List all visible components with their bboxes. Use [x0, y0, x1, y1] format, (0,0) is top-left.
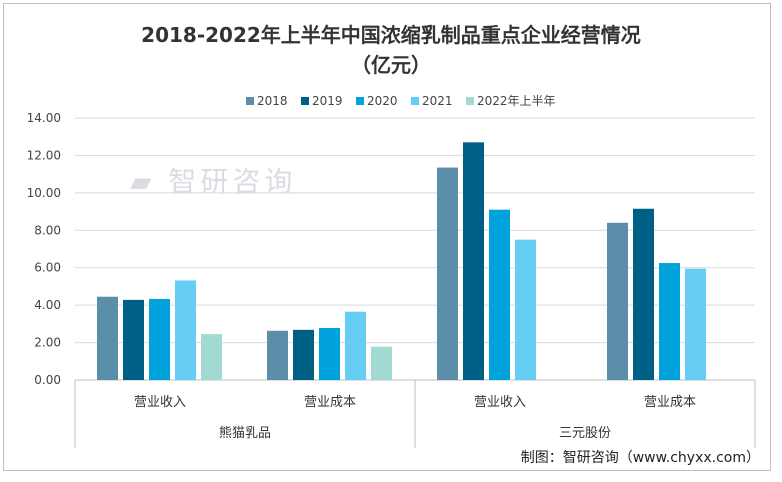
- watermark-logo: ▰ 智研咨询: [130, 165, 297, 198]
- legend-swatch: [246, 97, 254, 105]
- category-label: 营业成本: [304, 395, 356, 410]
- category-label: 营业收入: [134, 395, 186, 410]
- bar-2018-1: [267, 330, 288, 380]
- y-tick-label: 14.00: [27, 111, 61, 125]
- subtitle-text: （亿元）: [351, 53, 431, 77]
- group-label: 熊猫乳品: [219, 425, 271, 441]
- bar-2020-1: [319, 327, 340, 380]
- y-tick-label: 10.00: [27, 186, 61, 200]
- bar-2021-1: [345, 311, 366, 380]
- legend-label: 2020: [367, 94, 398, 108]
- legend-swatch: [466, 97, 474, 105]
- bar-2019-1: [293, 329, 314, 380]
- bar-2018-3: [607, 222, 628, 380]
- bar-2020-0: [149, 298, 170, 380]
- legend-label: 2018: [257, 94, 288, 108]
- legend-swatch: [411, 97, 419, 105]
- bar-2019-2: [463, 142, 484, 380]
- y-tick-label: 12.00: [27, 148, 61, 162]
- legend-label: 2022年上半年: [477, 94, 556, 108]
- chart-border: [3, 3, 771, 471]
- y-tick-label: 6.00: [34, 261, 61, 275]
- legend-swatch: [356, 97, 364, 105]
- y-tick-label: 2.00: [34, 336, 61, 350]
- bar-2018-2: [437, 167, 458, 380]
- legend-swatch: [301, 97, 309, 105]
- bar-2021-0: [175, 280, 196, 380]
- y-tick-label: 8.00: [34, 223, 61, 237]
- chart-title: 2018-2022年上半年中国浓缩乳制品重点企业经营情况 （亿元）: [0, 20, 782, 80]
- bar-2021-3: [685, 268, 706, 380]
- legend-label: 2021: [422, 94, 453, 108]
- legend-label: 2019: [312, 94, 343, 108]
- bar-2020-3: [659, 263, 680, 380]
- category-label: 营业收入: [474, 395, 526, 410]
- y-tick-label: 0.00: [34, 373, 61, 387]
- y-tick-label: 4.00: [34, 298, 61, 312]
- bar-2019-3: [633, 208, 654, 380]
- bar-2022年上半年-0: [201, 334, 222, 380]
- bar-2019-0: [123, 299, 144, 380]
- bar-2018-0: [97, 296, 118, 380]
- title-text: 2018-2022年上半年中国浓缩乳制品重点企业经营情况: [141, 23, 641, 47]
- bar-2021-2: [515, 239, 536, 380]
- category-label: 营业成本: [644, 395, 696, 410]
- group-label: 三元股份: [559, 426, 611, 441]
- source-note: 制图：智研咨询（www.chyxx.com）: [520, 450, 760, 466]
- bar-2020-2: [489, 209, 510, 380]
- bar-2022年上半年-1: [371, 346, 392, 380]
